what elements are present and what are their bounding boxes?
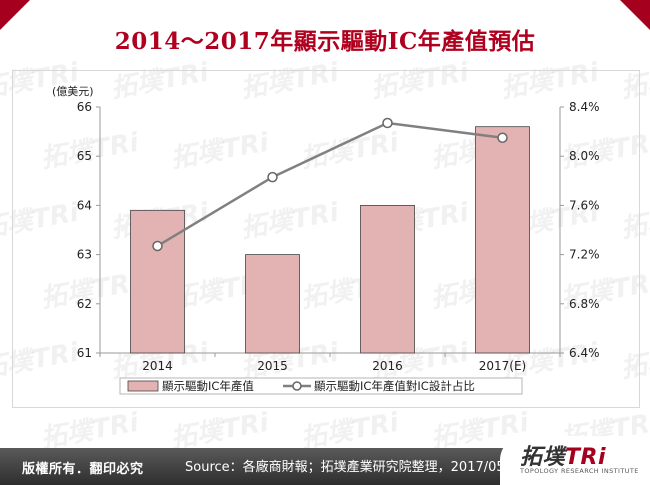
y-left-tick-label: 66 (77, 100, 92, 114)
legend-bar-swatch (127, 380, 159, 392)
corner-accent-left (0, 0, 30, 30)
legend-line-marker (292, 381, 302, 391)
logo: 拓墣TRi TOPOLOGY RESEARCH INSTITUTE (500, 436, 650, 485)
legend-line-label: 顯示驅動IC年產值對IC設計占比 (314, 379, 475, 393)
y-right-tick-label: 6.4% (569, 346, 600, 360)
line-point (152, 240, 163, 252)
line-series (156, 121, 503, 248)
logo-name: 拓墣 (520, 445, 566, 470)
chart-title: 2014～2017年顯示驅動IC年產值預估 (114, 28, 536, 55)
y-left-tick-label: 61 (77, 346, 92, 360)
y-right-tick-label: 6.8% (569, 297, 600, 311)
logo-wordmark: 拓墣TRi (520, 439, 606, 471)
source-note: Source：各廠商財報；拓墣產業研究院整理，2017/05 (185, 460, 505, 475)
y-left-tick-label: 64 (77, 198, 92, 212)
x-tick-label: 2017(E) (479, 359, 526, 373)
x-tick-label: 2014 (142, 359, 173, 373)
y-right-tick-label: 8.0% (569, 149, 600, 163)
x-tick-label: 2015 (257, 359, 288, 373)
legend-bar-label: 顯示驅動IC年產值 (162, 379, 254, 393)
bar (245, 254, 300, 354)
bar (360, 204, 415, 354)
line-point (497, 132, 508, 143)
logo-tri: TRi (565, 445, 607, 470)
corner-accent-right (620, 0, 650, 30)
chart-frame (12, 70, 640, 408)
copyright-notice: 版權所有．翻印必究 (22, 462, 144, 477)
bar (475, 126, 530, 354)
x-tick-label: 2016 (372, 359, 403, 373)
y-right-tick-label: 8.4% (569, 100, 600, 114)
y-right-tick-label: 7.6% (569, 198, 600, 212)
y-left-tick-label: 65 (77, 149, 92, 163)
y-left-tick-label: 62 (77, 297, 92, 311)
line-point (267, 171, 278, 183)
y-left-tick-label: 63 (77, 248, 92, 262)
logo-tagline: TOPOLOGY RESEARCH INSTITUTE (520, 467, 639, 475)
legend-box (119, 377, 523, 395)
bar (130, 209, 185, 354)
y-left-unit-label: (億美元) (52, 85, 94, 98)
y-right-tick-label: 7.2% (569, 248, 600, 262)
line-point (382, 117, 393, 129)
